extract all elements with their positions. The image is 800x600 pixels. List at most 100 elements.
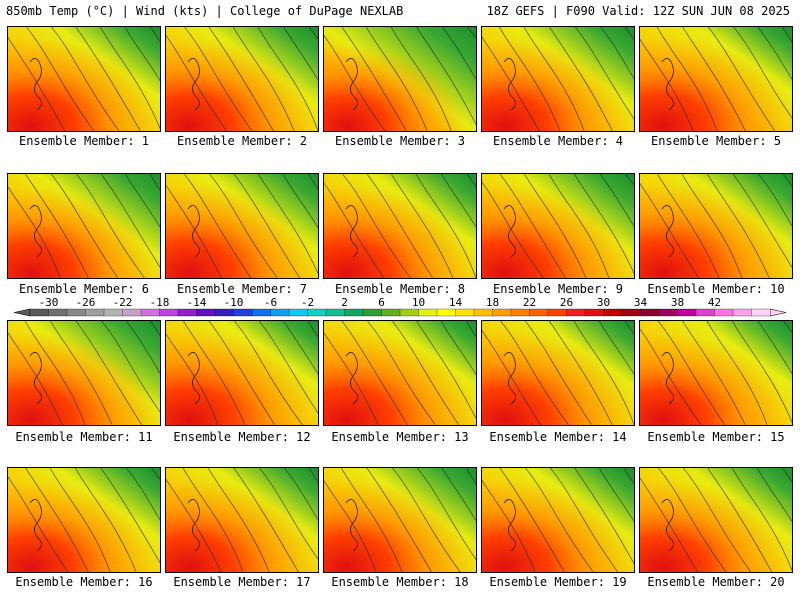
colorbar-swatch (270, 308, 290, 317)
colorbar-tick-label: -14 (186, 296, 207, 309)
ensemble-member-label: Ensemble Member: 12 (173, 430, 311, 444)
colorbar-tick-label: -2 (300, 296, 315, 309)
colorbar-swatch (66, 308, 86, 317)
colorbar-tick-label: 38 (670, 296, 685, 309)
ensemble-member-map (165, 26, 319, 132)
colorbar-swatch (751, 308, 771, 317)
colorbar-swatch (362, 308, 382, 317)
ensemble-member-map (323, 467, 477, 573)
colorbar-swatch (48, 308, 68, 317)
ensemble-member-map (639, 26, 793, 132)
ensemble-member-label: Ensemble Member: 19 (489, 575, 627, 589)
ensemble-member-map (165, 173, 319, 279)
colorbar-swatch (140, 308, 160, 317)
ensemble-member-label: Ensemble Member: 13 (331, 430, 469, 444)
ensemble-member-map (481, 467, 635, 573)
colorbar-swatch (566, 308, 586, 317)
colorbar-swatch (695, 308, 715, 317)
colorbar-tick-label: 30 (596, 296, 611, 309)
ensemble-member-label: Ensemble Member: 6 (18, 282, 150, 296)
ensemble-member-map (639, 173, 793, 279)
colorbar-swatch (29, 308, 49, 317)
ensemble-member-label: Ensemble Member: 2 (176, 134, 308, 148)
colorbar (13, 308, 787, 317)
colorbar-tick-label: -6 (263, 296, 278, 309)
ensemble-member-map (481, 173, 635, 279)
colorbar-labels: -30 -26 -22 -18 -14 -10 -6 -2 2 6 10 14 18 22 26 30 34 38… (0, 296, 800, 309)
colorbar-swatch (732, 308, 752, 317)
colorbar-tick-label: -30 (38, 296, 59, 309)
colorbar-swatch (473, 308, 493, 317)
ensemble-member-map (165, 467, 319, 573)
ensemble-member-label: Ensemble Member: 15 (647, 430, 785, 444)
colorbar-tick-label: 10 (411, 296, 426, 309)
colorbar-max-arrow (769, 308, 787, 317)
ensemble-member-label: Ensemble Member: 9 (492, 282, 624, 296)
ensemble-member-label: Ensemble Member: 3 (334, 134, 466, 148)
ensemble-member-label: Ensemble Member: 11 (15, 430, 153, 444)
ensemble-member-label: Ensemble Member: 18 (331, 575, 469, 589)
ensemble-member-label: Ensemble Member: 4 (492, 134, 624, 148)
colorbar-swatch (85, 308, 105, 317)
colorbar-tick-label: 6 (378, 296, 385, 309)
valid-time-label: 18Z GEFS | F090 Valid: 12Z SUN JUN 08 20… (486, 4, 790, 18)
map-title: 850mb Temp (°C) | Wind (kts) | College o… (6, 4, 404, 18)
colorbar-swatch (677, 308, 697, 317)
colorbar-swatch (714, 308, 734, 317)
ensemble-member-map (323, 26, 477, 132)
ensemble-member-label: Ensemble Member: 1 (18, 134, 150, 148)
ensemble-member-label: Ensemble Member: 14 (489, 430, 627, 444)
colorbar-swatch (214, 308, 234, 317)
colorbar-swatch (547, 308, 567, 317)
ensemble-member-label: Ensemble Member: 7 (176, 282, 308, 296)
ensemble-member-map (481, 320, 635, 426)
colorbar-tick-label: -10 (223, 296, 244, 309)
colorbar-swatch (399, 308, 419, 317)
colorbar-swatch (307, 308, 327, 317)
ensemble-member-map (639, 320, 793, 426)
ensemble-member-map (165, 320, 319, 426)
colorbar-swatch (640, 308, 660, 317)
colorbar-swatch (233, 308, 253, 317)
colorbar-tick-label: 42 (707, 296, 722, 309)
ensemble-member-map (7, 320, 161, 426)
colorbar-swatch (529, 308, 549, 317)
colorbar-tick-label: -18 (149, 296, 170, 309)
ensemble-member-label: Ensemble Member: 8 (334, 282, 466, 296)
colorbar-swatch (344, 308, 364, 317)
ensemble-member-label: Ensemble Member: 5 (650, 134, 782, 148)
ensemble-member-map (7, 26, 161, 132)
colorbar-swatch (584, 308, 604, 317)
colorbar-swatch (436, 308, 456, 317)
ensemble-member-label: Ensemble Member: 20 (647, 575, 785, 589)
colorbar-swatch (510, 308, 530, 317)
colorbar-swatch (122, 308, 142, 317)
colorbar-tick-label: 14 (448, 296, 463, 309)
colorbar-swatch (658, 308, 678, 317)
colorbar-swatch (492, 308, 512, 317)
ensemble-member-label: Ensemble Member: 10 (647, 282, 785, 296)
colorbar-swatch (103, 308, 123, 317)
colorbar-tick-label: 34 (633, 296, 648, 309)
colorbar-tick-label: -22 (112, 296, 133, 309)
colorbar-min-arrow (13, 308, 31, 317)
colorbar-swatch (177, 308, 197, 317)
colorbar-swatch (418, 308, 438, 317)
colorbar-tick-label: 22 (522, 296, 537, 309)
colorbar-tick-label: 2 (341, 296, 348, 309)
colorbar-swatch (455, 308, 475, 317)
colorbar-swatch (288, 308, 308, 317)
ensemble-member-map (639, 467, 793, 573)
colorbar-swatch (325, 308, 345, 317)
colorbar-swatch (621, 308, 641, 317)
colorbar-swatch (196, 308, 216, 317)
ensemble-member-map (323, 173, 477, 279)
ensemble-member-map (323, 320, 477, 426)
ensemble-member-label: Ensemble Member: 17 (173, 575, 311, 589)
colorbar-tick-label: 26 (559, 296, 574, 309)
colorbar-swatch (159, 308, 179, 317)
colorbar-swatch (251, 308, 271, 317)
colorbar-tick-label: 18 (485, 296, 500, 309)
ensemble-member-map (7, 467, 161, 573)
